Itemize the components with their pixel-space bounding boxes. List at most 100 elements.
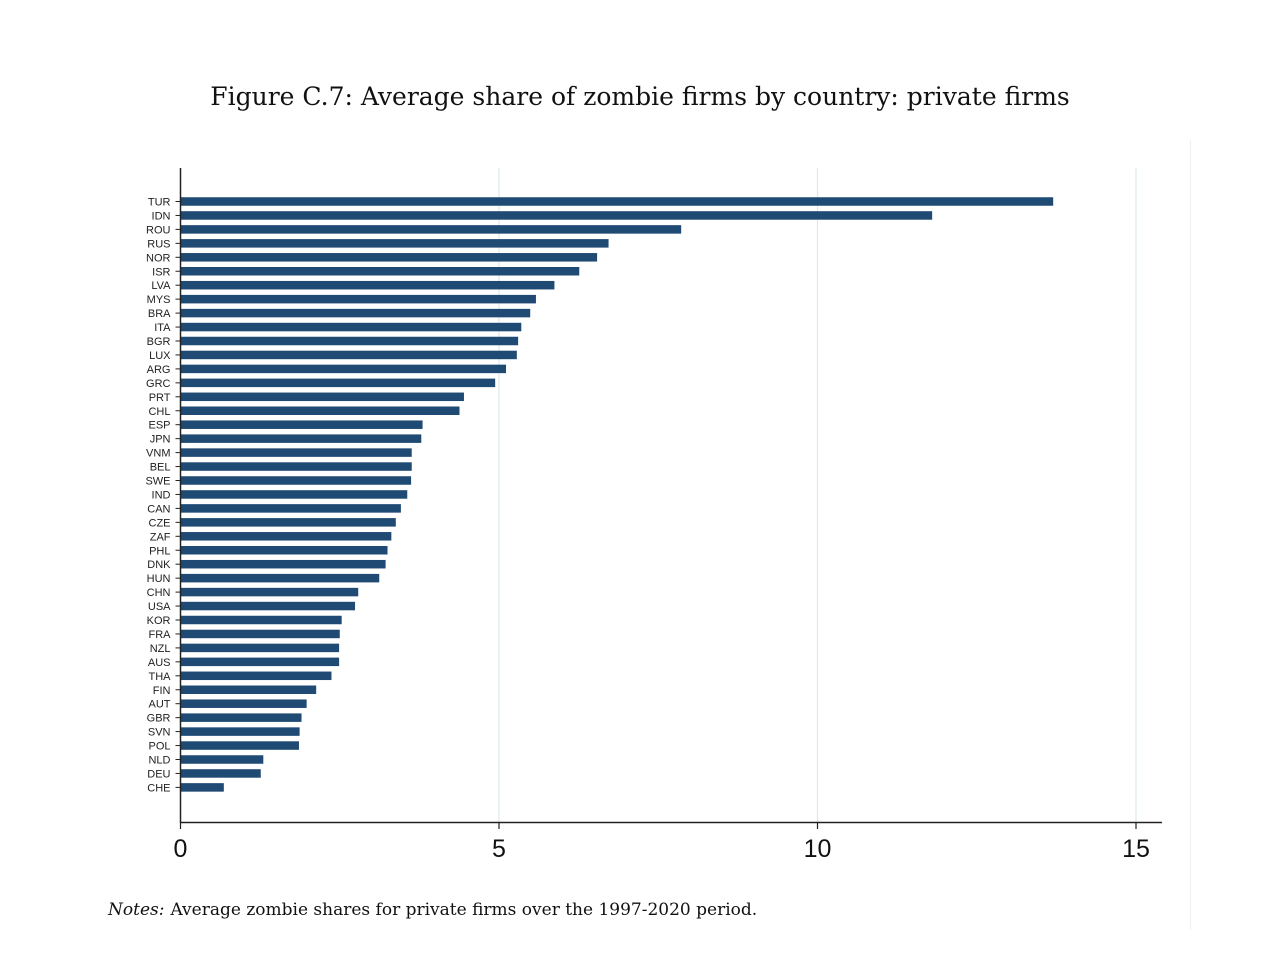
bar bbox=[180, 364, 507, 374]
category-label: SVN bbox=[148, 727, 171, 739]
category-label: VNM bbox=[146, 448, 170, 460]
bar bbox=[180, 546, 388, 555]
category-label: IDN bbox=[152, 210, 171, 222]
category-label: CZE bbox=[149, 517, 171, 529]
bar bbox=[180, 755, 264, 764]
category-label: GRC bbox=[146, 378, 171, 390]
figure-notes: Notes: Average zombie shares for private … bbox=[108, 900, 757, 920]
bar bbox=[180, 392, 464, 402]
category-label: DEU bbox=[147, 768, 170, 780]
bar bbox=[180, 671, 332, 681]
category-label: PRT bbox=[149, 392, 171, 404]
page-edge bbox=[1190, 140, 1191, 930]
bar bbox=[180, 239, 609, 248]
bar bbox=[180, 336, 519, 346]
category-label: ZAF bbox=[150, 531, 171, 543]
category-label: FRA bbox=[149, 629, 172, 641]
category-label: GBR bbox=[147, 713, 171, 725]
category-label: ESP bbox=[148, 420, 170, 432]
category-label: ITA bbox=[154, 322, 171, 334]
bar bbox=[180, 267, 580, 276]
bar bbox=[180, 294, 536, 304]
category-label: JPN bbox=[150, 434, 171, 446]
category-label: TUR bbox=[148, 197, 171, 209]
bar bbox=[180, 308, 531, 318]
x-ticks: 0 5 10 15 bbox=[174, 822, 1150, 863]
bar bbox=[180, 727, 300, 736]
category-label: ARG bbox=[147, 364, 171, 376]
category-label: LVA bbox=[151, 280, 171, 292]
x-tick-label: 5 bbox=[492, 835, 506, 863]
category-label: AUS bbox=[148, 657, 171, 669]
category-label: NZL bbox=[150, 643, 171, 655]
category-label: CHN bbox=[147, 587, 171, 599]
bar bbox=[180, 434, 422, 443]
bars bbox=[180, 197, 1054, 792]
bar bbox=[180, 783, 224, 792]
bar bbox=[180, 253, 598, 262]
bar bbox=[180, 406, 460, 415]
category-label: HUN bbox=[147, 573, 171, 585]
bar bbox=[180, 378, 496, 388]
category-label: DNK bbox=[147, 559, 171, 571]
bar bbox=[180, 699, 307, 708]
bar bbox=[180, 490, 408, 499]
category-label: CHL bbox=[148, 406, 170, 418]
axes bbox=[179, 168, 1162, 824]
category-label: ISR bbox=[152, 266, 170, 278]
category-label: POL bbox=[148, 741, 170, 753]
bar bbox=[180, 322, 522, 332]
category-label: FIN bbox=[153, 685, 171, 697]
category-label: MYS bbox=[147, 294, 171, 306]
bar bbox=[180, 601, 356, 611]
bar bbox=[180, 518, 396, 527]
category-label: BGR bbox=[147, 336, 171, 348]
category-label: IND bbox=[152, 489, 171, 501]
bar bbox=[180, 211, 933, 220]
bar bbox=[180, 741, 299, 750]
bar bbox=[180, 615, 342, 625]
category-label: NOR bbox=[146, 252, 171, 264]
bar bbox=[180, 643, 340, 653]
bar bbox=[180, 587, 359, 597]
category-label: SWE bbox=[145, 476, 170, 488]
category-label: THA bbox=[149, 671, 172, 683]
category-label: ROU bbox=[146, 224, 171, 236]
notes-text: Average zombie shares for private firms … bbox=[170, 900, 758, 920]
category-label: BRA bbox=[148, 308, 171, 320]
x-tick-label: 10 bbox=[804, 835, 832, 863]
category-label: KOR bbox=[147, 615, 171, 627]
bar bbox=[180, 350, 517, 360]
figure-caption: Figure C.7: Average share of zombie firm… bbox=[210, 82, 1070, 111]
bar bbox=[180, 657, 340, 667]
category-label: LUX bbox=[149, 350, 171, 362]
gridlines bbox=[498, 168, 1137, 822]
bar bbox=[180, 197, 1054, 206]
bar bbox=[180, 685, 317, 694]
bar bbox=[180, 448, 412, 457]
bar bbox=[180, 573, 380, 583]
category-label: AUT bbox=[149, 699, 171, 711]
bar bbox=[180, 713, 302, 722]
bar bbox=[180, 420, 423, 429]
category-label: BEL bbox=[150, 462, 171, 474]
bar bbox=[180, 532, 392, 541]
bar bbox=[180, 476, 412, 485]
x-tick-label: 0 bbox=[174, 835, 188, 863]
bar bbox=[180, 462, 412, 471]
category-label: PHL bbox=[149, 545, 170, 557]
category-label: CHE bbox=[147, 782, 170, 794]
category-label: USA bbox=[148, 601, 171, 613]
notes-label: Notes: bbox=[108, 900, 165, 920]
x-tick-label: 15 bbox=[1122, 835, 1150, 863]
category-label: NLD bbox=[148, 755, 170, 767]
bar bbox=[180, 559, 386, 569]
bar bbox=[180, 225, 682, 234]
category-label: CAN bbox=[147, 503, 170, 515]
bar bbox=[180, 629, 340, 639]
bar bbox=[180, 504, 401, 513]
bar bbox=[180, 769, 261, 778]
bar bbox=[180, 280, 555, 290]
